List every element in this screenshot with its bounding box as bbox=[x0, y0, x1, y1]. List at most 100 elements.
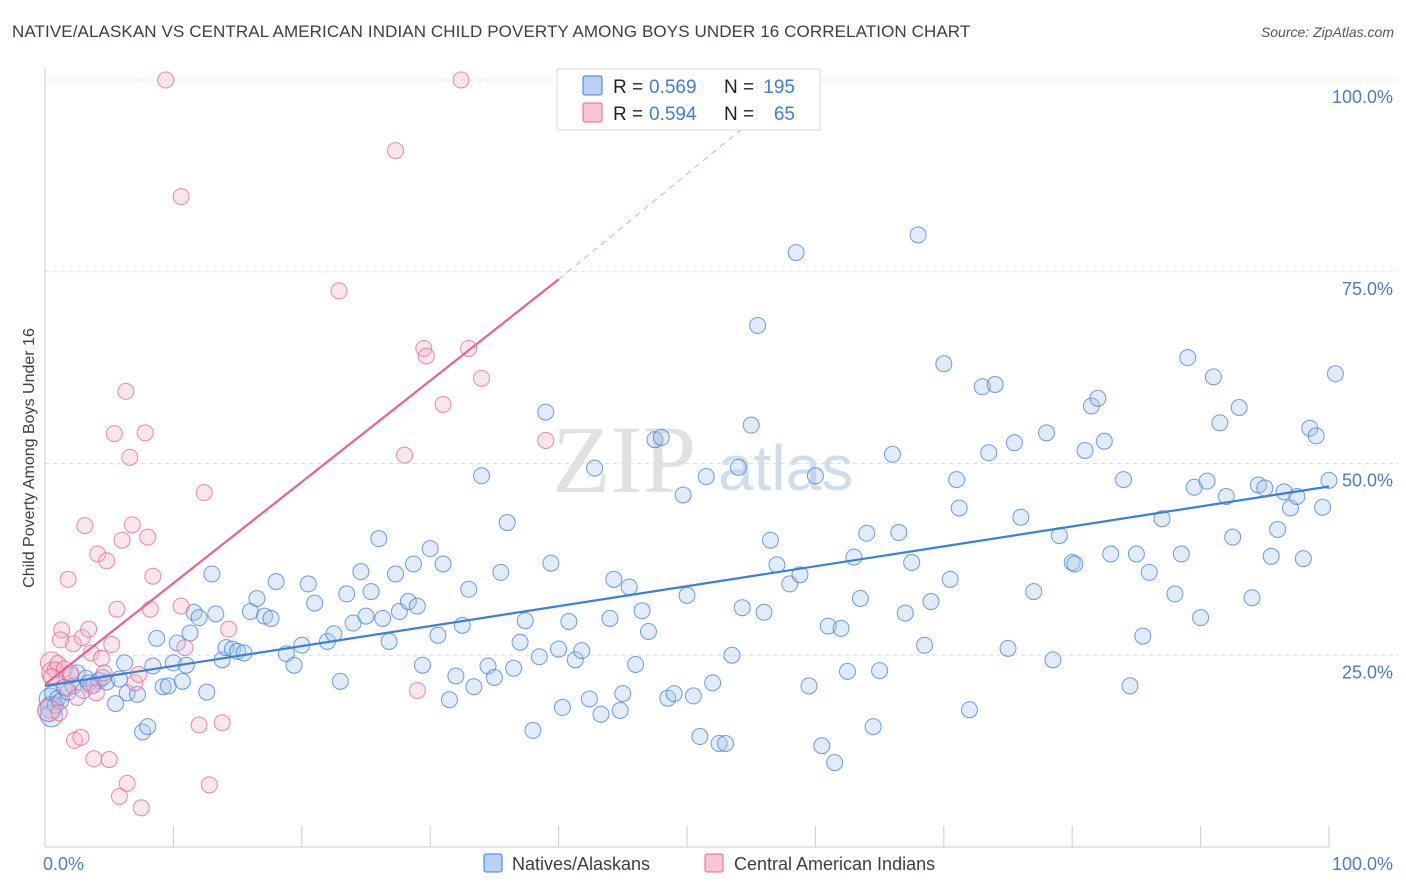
natives-alaskans-point bbox=[678, 586, 696, 604]
natives-alaskans-point bbox=[620, 578, 638, 596]
natives-alaskans-point bbox=[447, 667, 465, 685]
natives-alaskans-point bbox=[421, 540, 439, 558]
natives-alaskans-point bbox=[858, 524, 876, 542]
central-american-indians-point bbox=[200, 776, 218, 794]
natives-alaskans-point bbox=[755, 603, 773, 621]
central-american-indians-point bbox=[117, 382, 135, 400]
natives-alaskans-point bbox=[1115, 471, 1133, 489]
legend-r-label-2: R = bbox=[613, 104, 643, 125]
central-american-indians-point bbox=[172, 597, 190, 615]
natives-alaskans-point bbox=[791, 566, 809, 584]
natives-alaskans-point bbox=[950, 499, 968, 517]
central-american-indians-point bbox=[42, 668, 60, 686]
x-tick-label-0: 0.0% bbox=[43, 854, 84, 874]
natives-alaskans-point bbox=[935, 355, 953, 373]
natives-alaskans-point bbox=[1211, 414, 1229, 432]
natives-alaskans-point bbox=[524, 721, 542, 739]
natives-alaskans-point bbox=[871, 662, 889, 680]
central-american-indians-point bbox=[417, 347, 435, 365]
y-tick-label-2: 75.0% bbox=[1342, 279, 1393, 299]
natives-alaskans-point bbox=[148, 629, 166, 647]
series-legend-label-natives: Natives/Alaskans bbox=[512, 854, 650, 874]
natives-alaskans-point bbox=[1243, 589, 1261, 607]
central-american-indians-point bbox=[136, 424, 154, 442]
series-legend: Natives/Alaskans Central American Indian… bbox=[483, 853, 935, 874]
axes bbox=[44, 68, 1330, 848]
natives-alaskans-point bbox=[580, 690, 598, 708]
natives-alaskans-point bbox=[999, 639, 1017, 657]
correlation-legend: R = 0.569 N = 195 R = 0.594 N = 65 bbox=[556, 68, 821, 131]
central-american-indians-point bbox=[537, 431, 555, 449]
central-american-indians-point bbox=[213, 714, 231, 732]
central-american-indians-point bbox=[105, 425, 123, 443]
central-american-indians-point bbox=[126, 674, 144, 692]
natives-alaskans-point bbox=[190, 609, 208, 627]
natives-alaskans-point bbox=[374, 609, 392, 627]
natives-alaskans-point bbox=[1198, 472, 1216, 490]
natives-alaskans-point bbox=[890, 524, 908, 542]
central-american-indians-point bbox=[76, 517, 94, 535]
central-american-indians-point bbox=[139, 528, 157, 546]
natives-alaskans-point bbox=[154, 678, 172, 696]
natives-alaskans-point bbox=[845, 548, 863, 566]
natives-alaskans-point bbox=[107, 695, 125, 713]
natives-alaskans-point bbox=[116, 654, 134, 672]
central-american-indians-point bbox=[176, 639, 194, 657]
central-american-indians-point bbox=[330, 282, 348, 300]
watermark-zip: ZIP bbox=[552, 406, 696, 513]
natives-alaskans-point bbox=[248, 589, 266, 607]
natives-alaskans-point bbox=[1179, 349, 1197, 367]
y-axis-title: Child Poverty Among Boys Under 16 bbox=[21, 328, 38, 588]
natives-alaskans-point bbox=[601, 609, 619, 627]
natives-alaskans-point bbox=[1230, 399, 1248, 417]
natives-alaskans-point bbox=[806, 467, 824, 485]
natives-alaskans-point bbox=[1172, 545, 1190, 563]
natives-alaskans-point bbox=[717, 734, 735, 752]
central-american-indians-point bbox=[132, 799, 150, 817]
central-american-indians-point bbox=[64, 635, 82, 653]
central-american-indians-point bbox=[157, 71, 175, 89]
central-american-indians-point bbox=[141, 600, 159, 618]
natives-alaskans-point bbox=[592, 705, 610, 723]
natives-alaskans-point bbox=[1166, 585, 1184, 603]
natives-alaskans-point bbox=[267, 573, 285, 591]
natives-alaskans-point bbox=[285, 656, 303, 674]
central-american-indians-point bbox=[72, 728, 90, 746]
central-american-indians-point bbox=[37, 698, 61, 722]
legend-n-label-2: N = bbox=[724, 104, 754, 125]
natives-alaskans-point bbox=[864, 718, 882, 736]
legend-n-value-2: 65 bbox=[774, 104, 795, 125]
series-legend-label-central: Central American Indians bbox=[734, 854, 935, 874]
legend-r-value-1: 0.569 bbox=[649, 77, 697, 98]
central-american-indians-point bbox=[103, 636, 121, 654]
natives-alaskans-point bbox=[819, 617, 837, 635]
natives-alaskans-point bbox=[742, 416, 760, 434]
natives-alaskans-point bbox=[1102, 545, 1120, 563]
natives-alaskans-point bbox=[357, 607, 375, 625]
natives-alaskans-point bbox=[370, 530, 388, 548]
natives-alaskans-point bbox=[826, 754, 844, 772]
central-american-indians-point bbox=[92, 649, 110, 667]
legend-n-label-1: N = bbox=[724, 77, 754, 98]
natives-alaskans-point bbox=[1269, 520, 1287, 538]
natives-alaskans-point bbox=[665, 685, 683, 703]
natives-alaskans-point bbox=[485, 668, 503, 686]
natives-alaskans-point bbox=[1307, 427, 1325, 445]
central-american-indians-point bbox=[98, 552, 116, 570]
natives-alaskans-point bbox=[800, 677, 818, 695]
natives-alaskans-point bbox=[704, 674, 722, 692]
natives-alaskans-point bbox=[1134, 627, 1152, 645]
natives-alaskans-point bbox=[903, 553, 921, 571]
natives-alaskans-point bbox=[684, 687, 702, 705]
natives-alaskans-point bbox=[159, 677, 177, 695]
chart-title: NATIVE/ALASKAN VS CENTRAL AMERICAN INDIA… bbox=[12, 22, 971, 41]
natives-alaskans-point bbox=[710, 734, 728, 752]
natives-alaskans-point bbox=[605, 570, 623, 588]
series-legend-swatch-blue bbox=[483, 853, 503, 873]
natives-alaskans-point bbox=[387, 565, 405, 583]
central-american-indians-point bbox=[51, 631, 69, 649]
natives-alaskans-point bbox=[537, 403, 555, 421]
natives-alaskans-point bbox=[262, 609, 280, 627]
natives-alaskans-point bbox=[1262, 547, 1280, 565]
natives-alaskans-point bbox=[813, 737, 831, 755]
